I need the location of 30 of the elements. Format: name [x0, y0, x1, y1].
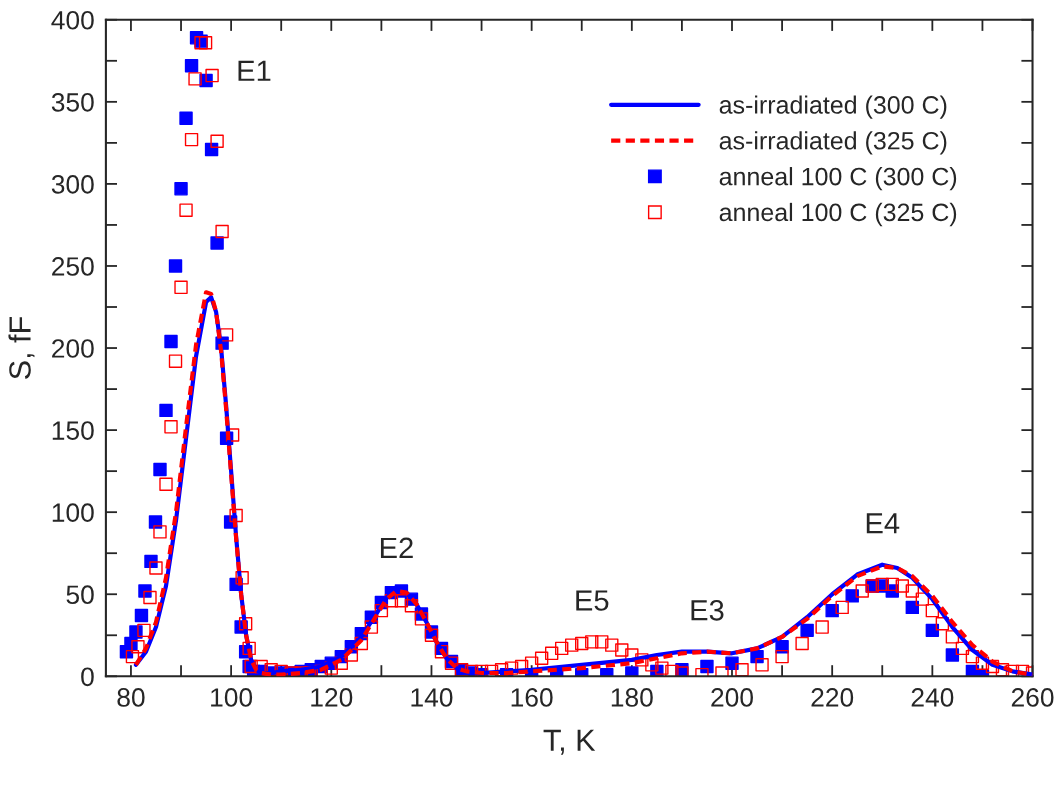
- y-tick-label: 300: [51, 175, 94, 194]
- x-tick-label: 220: [811, 688, 854, 707]
- y-tick-label: 350: [51, 92, 94, 112]
- annotation: E2: [380, 537, 413, 558]
- y-tick-label: 250: [52, 257, 94, 276]
- y-tick-label: 0: [81, 667, 94, 687]
- legend-label: anneal 100 C (325 C): [719, 202, 957, 227]
- annotation: E3: [691, 599, 724, 621]
- x-tick-label: 260: [1011, 688, 1054, 707]
- x-tick-label: 100: [211, 688, 253, 707]
- legend-label: as-irradiated (300 C): [719, 95, 947, 119]
- x-tick-label: 180: [611, 688, 653, 707]
- annotation: E5: [576, 590, 609, 611]
- x-tick-label: 80: [117, 688, 145, 707]
- x-tick-label: 200: [711, 688, 753, 707]
- y-tick-label: 200: [52, 339, 94, 358]
- x-tick-label: 140: [411, 688, 453, 707]
- x-tick-label: 120: [311, 688, 353, 707]
- x-tick-label: 240: [911, 688, 954, 707]
- y-tick-label: 50: [66, 585, 94, 605]
- x-tick-label: 160: [511, 688, 553, 707]
- y-axis-title: S, fF: [8, 317, 35, 379]
- legend-label: anneal 100 C (300 C): [719, 167, 957, 191]
- x-axis-title: T, K: [543, 729, 596, 755]
- y-tick-label: 400: [51, 10, 94, 30]
- annotation: E1: [238, 60, 271, 81]
- legend-label: as-irradiated (325 C): [719, 131, 947, 155]
- y-tick-label: 150: [52, 421, 94, 440]
- annotation: E4: [866, 513, 900, 534]
- y-tick-label: 100: [52, 503, 94, 522]
